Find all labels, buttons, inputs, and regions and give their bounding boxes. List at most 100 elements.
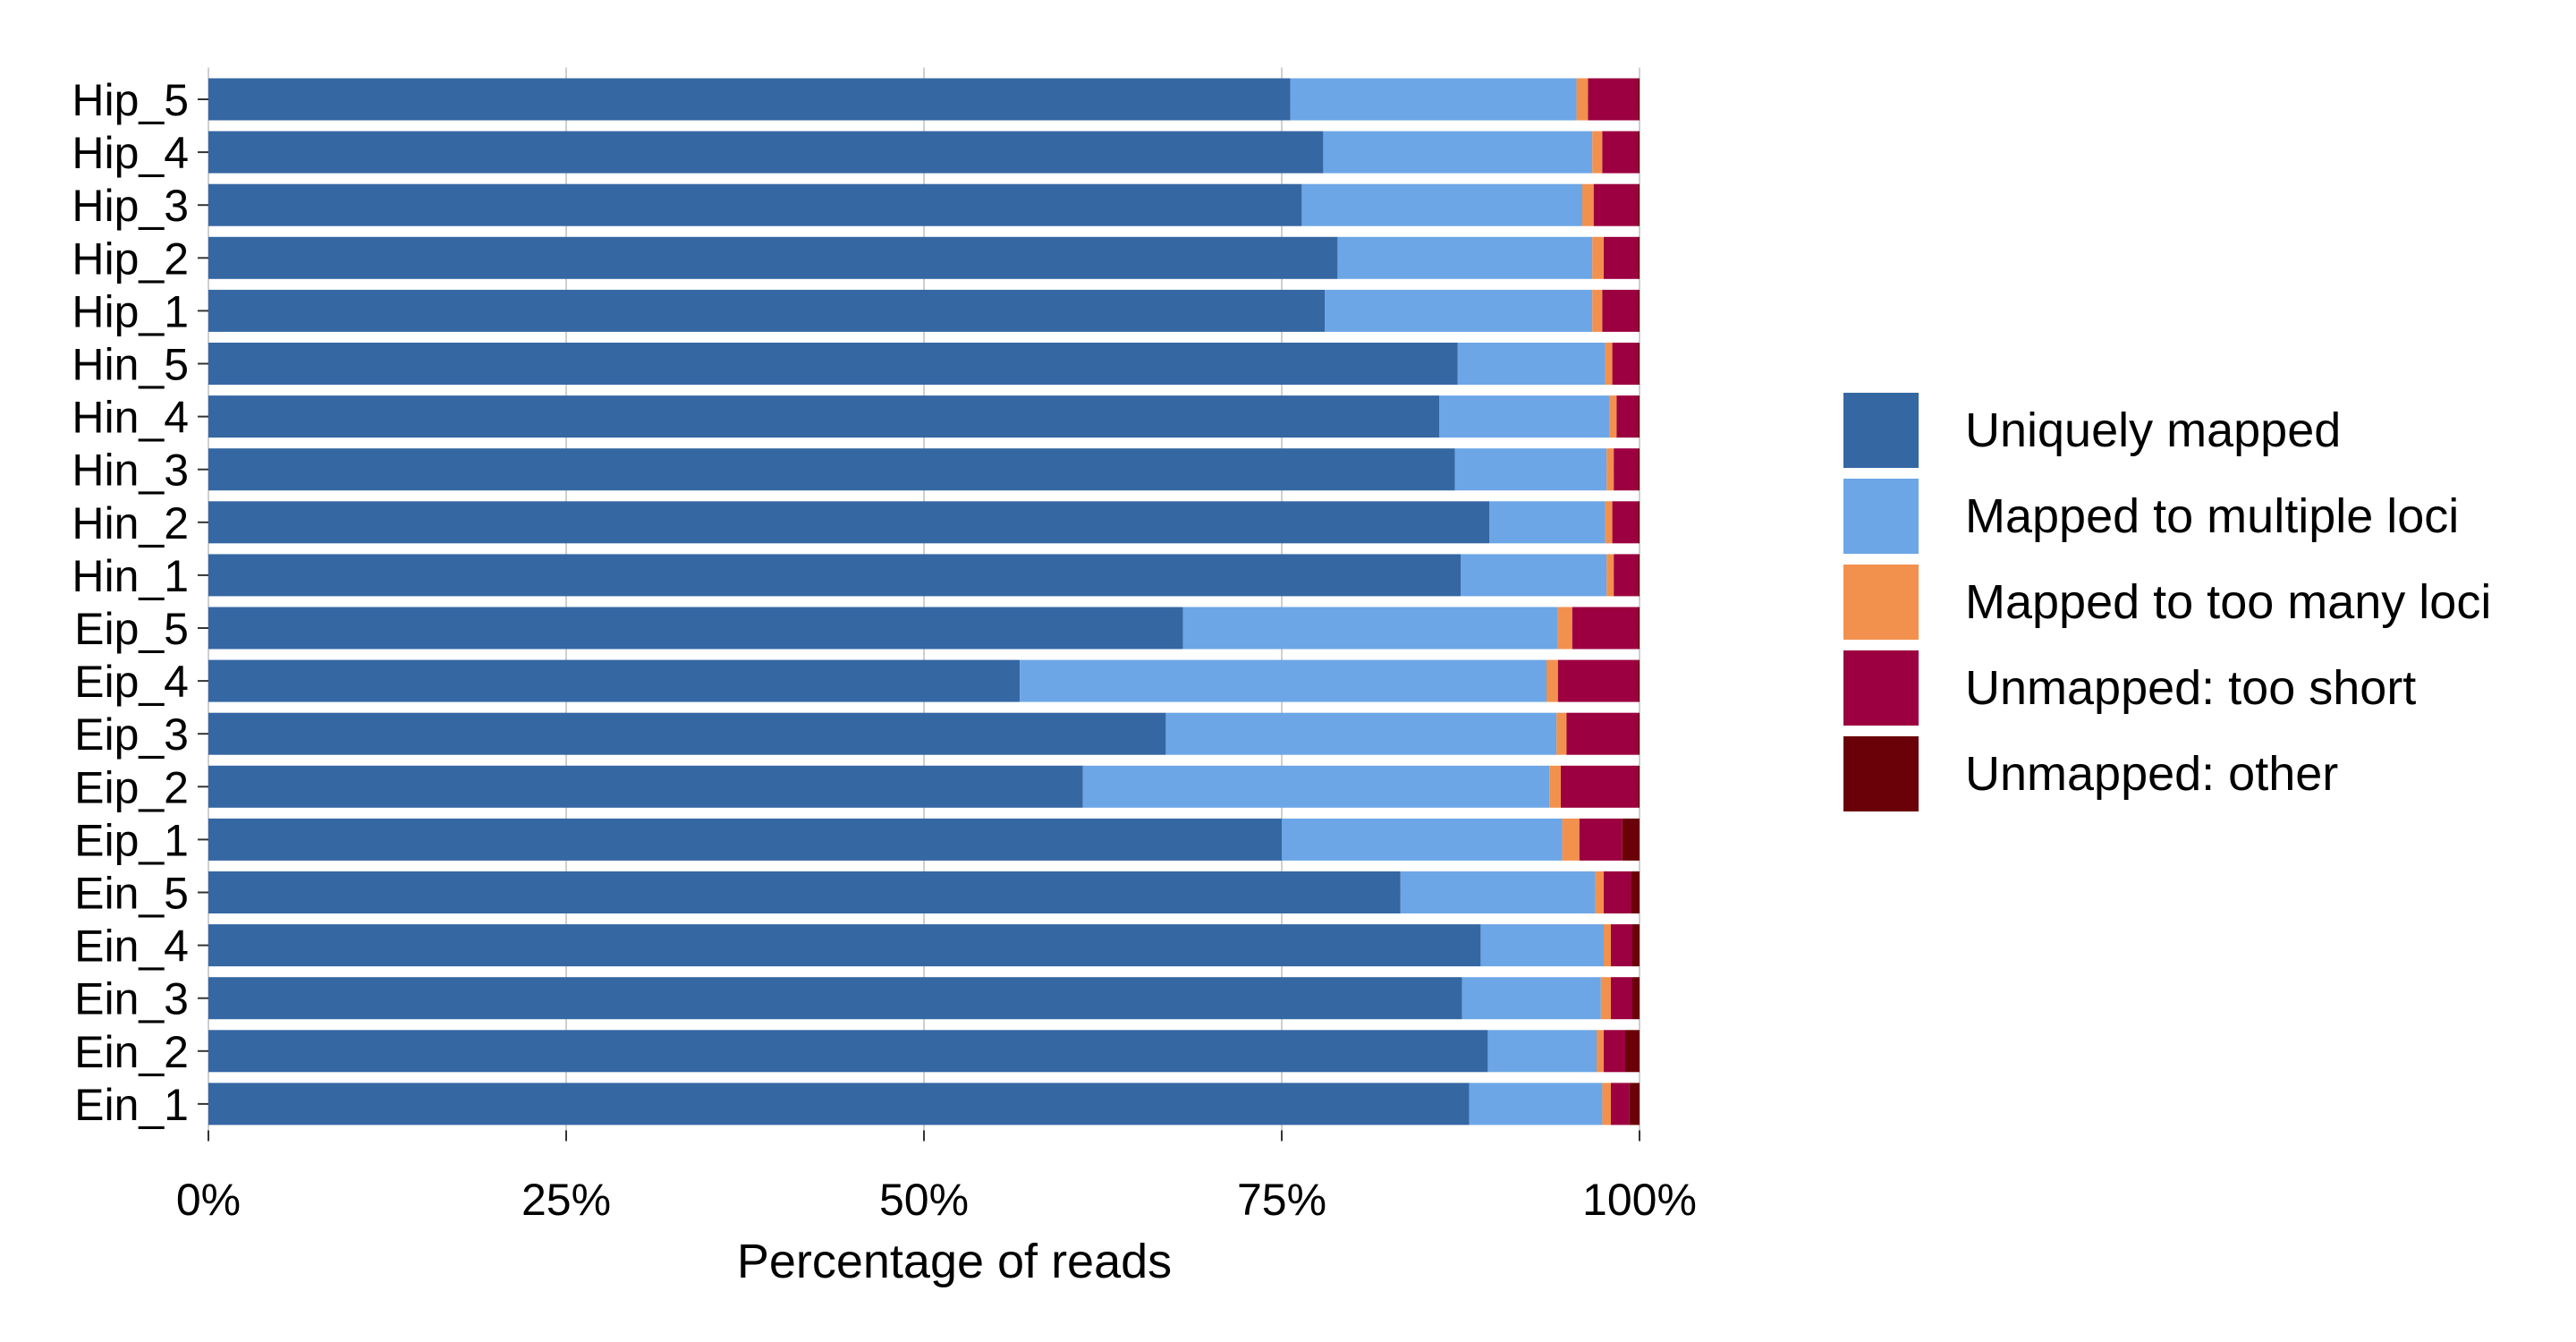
bar-segment-hip-2-series-3 [1604, 236, 1639, 279]
bar-segment-hip-4-series-3 [1602, 131, 1639, 174]
bar-segment-ein-3-series-3 [1611, 977, 1632, 1020]
bar-segment-eip-1-series-3 [1579, 818, 1623, 861]
y-tick-label-hip-5: Hip_5 [72, 75, 189, 125]
y-tick-label-hip-3: Hip_3 [72, 181, 189, 231]
bar-segment-hip-3-series-2 [1582, 183, 1594, 226]
bar-segment-hin-3-series-0 [208, 448, 1455, 491]
legend-key-4 [1843, 736, 1919, 811]
bar-segment-ein-1-series-0 [208, 1083, 1470, 1125]
x-tick-label: 100% [1582, 1175, 1697, 1225]
bar-segment-eip-1-series-4 [1622, 818, 1640, 861]
bar-segment-eip-1-series-2 [1562, 818, 1580, 861]
bar-segment-hin-2-series-3 [1612, 501, 1639, 544]
bar-segment-hip-2-series-0 [208, 236, 1338, 279]
bar-segment-hin-5-series-0 [208, 343, 1458, 385]
bar-segment-ein-2-series-1 [1487, 1030, 1597, 1073]
x-tick-label: 25% [521, 1175, 611, 1225]
bar-segment-hin-5-series-3 [1612, 343, 1639, 385]
y-tick-label-ein-5: Ein_5 [74, 869, 189, 919]
y-tick-label-ein-4: Ein_4 [74, 922, 189, 972]
bar-segment-hip-3-series-0 [208, 183, 1302, 226]
x-axis: 0% 25% 50% 75% 100% [176, 1130, 1697, 1225]
x-tick-label: 0% [176, 1175, 241, 1225]
y-tick-label-eip-5: Eip_5 [74, 604, 189, 654]
y-tick-label-hip-2: Hip_2 [72, 234, 189, 284]
y-tick-label-eip-1: Eip_1 [74, 815, 189, 865]
bar-segment-ein-5-series-4 [1631, 871, 1640, 913]
x-axis-title: Percentage of reads [737, 1235, 1172, 1288]
bar-segment-eip-5-series-2 [1557, 607, 1572, 650]
bar-segment-eip-3-series-0 [208, 712, 1166, 755]
bar-segment-hip-1-series-3 [1602, 289, 1639, 332]
bar-segment-ein-5-series-3 [1604, 871, 1631, 913]
legend-key-0 [1843, 393, 1919, 468]
legend-key-1 [1843, 479, 1919, 554]
bar-segment-hip-5-series-4 [1638, 78, 1640, 121]
bar-segment-ein-5-series-1 [1400, 871, 1596, 913]
bar-segment-eip-4-series-2 [1546, 659, 1558, 702]
bar-segment-hin-4-series-3 [1616, 395, 1639, 438]
y-tick-label-hip-1: Hip_1 [72, 286, 189, 336]
y-tick-label-ein-1: Ein_1 [74, 1080, 189, 1130]
bar-segment-hip-4-series-1 [1323, 131, 1593, 174]
legend-label-2: Mapped to too many loci [1965, 575, 2491, 629]
bar-segment-hin-2-series-2 [1605, 501, 1613, 544]
y-tick-label-hin-4: Hin_4 [72, 393, 189, 443]
bar-segment-eip-2-series-2 [1549, 765, 1561, 808]
bar-segment-ein-4-series-3 [1611, 924, 1632, 967]
bar-segment-ein-2-series-3 [1604, 1030, 1625, 1073]
bar-segment-hin-1-series-2 [1606, 554, 1614, 597]
y-tick-label-hin-5: Hin_5 [72, 340, 189, 390]
bar-segment-ein-4-series-1 [1480, 924, 1604, 967]
bar-segment-hin-5-series-4 [1638, 343, 1640, 385]
y-tick-label-eip-2: Eip_2 [74, 762, 189, 812]
bar-segment-hip-3-series-4 [1638, 183, 1640, 226]
bar-segment-hin-4-series-0 [208, 395, 1439, 438]
bar-segment-eip-4-series-1 [1020, 659, 1546, 702]
bar-segment-eip-3-series-1 [1165, 712, 1557, 755]
bar-segment-eip-4-series-0 [208, 659, 1021, 702]
bar-segment-eip-4-series-4 [1638, 659, 1640, 702]
bar-segment-eip-5-series-3 [1572, 607, 1639, 650]
bar-segment-hip-1-series-1 [1325, 289, 1593, 332]
bar-segment-hin-2-series-4 [1638, 501, 1640, 544]
y-axis: Hip_5Hip_4Hip_3Hip_2Hip_1Hin_5Hin_4Hin_3… [72, 75, 208, 1130]
bar-segment-hin-3-series-2 [1606, 448, 1614, 491]
bar-segment-hip-2-series-4 [1638, 236, 1640, 279]
bar-segment-ein-5-series-2 [1595, 871, 1604, 913]
bar-segment-hin-2-series-1 [1489, 501, 1606, 544]
legend-label-1: Mapped to multiple loci [1965, 489, 2459, 543]
bar-segment-eip-3-series-3 [1566, 712, 1639, 755]
bar-segment-hin-3-series-1 [1454, 448, 1607, 491]
legend-label-0: Uniquely mapped [1965, 403, 2341, 457]
grid-layer [208, 67, 1640, 1131]
bar-segment-ein-2-series-2 [1597, 1030, 1604, 1073]
bar-segment-ein-2-series-4 [1625, 1030, 1640, 1073]
bar-segment-eip-4-series-3 [1557, 659, 1639, 702]
bar-segment-hin-4-series-4 [1638, 395, 1640, 438]
y-tick-label-eip-4: Eip_4 [74, 657, 189, 707]
legend-key-3 [1843, 650, 1919, 726]
bar-segment-ein-4-series-0 [208, 924, 1481, 967]
bar-segment-hip-2-series-2 [1592, 236, 1604, 279]
x-tick-label: 50% [879, 1175, 969, 1225]
y-tick-label-ein-3: Ein_3 [74, 974, 189, 1024]
bar-segment-ein-5-series-0 [208, 871, 1401, 913]
y-tick-label-hin-3: Hin_3 [72, 446, 189, 496]
bar-segment-hip-5-series-2 [1576, 78, 1589, 121]
bar-segment-hip-1-series-0 [208, 289, 1325, 332]
bar-segment-ein-1-series-3 [1611, 1083, 1630, 1125]
bar-segment-hin-3-series-4 [1638, 448, 1640, 491]
bar-segment-hin-3-series-3 [1614, 448, 1639, 491]
y-tick-label-ein-2: Ein_2 [74, 1027, 189, 1077]
bar-segment-hin-4-series-2 [1609, 395, 1617, 438]
bar-segment-hip-4-series-0 [208, 131, 1324, 174]
bar-segment-hin-2-series-0 [208, 501, 1489, 544]
bar-segment-hip-5-series-3 [1588, 78, 1639, 121]
bar-segment-ein-1-series-4 [1629, 1083, 1640, 1125]
bar-segment-eip-1-series-0 [208, 818, 1282, 861]
legend-label-4: Unmapped: other [1965, 747, 2338, 801]
bar-segment-ein-3-series-1 [1462, 977, 1601, 1020]
bar-segment-hip-3-series-1 [1301, 183, 1582, 226]
